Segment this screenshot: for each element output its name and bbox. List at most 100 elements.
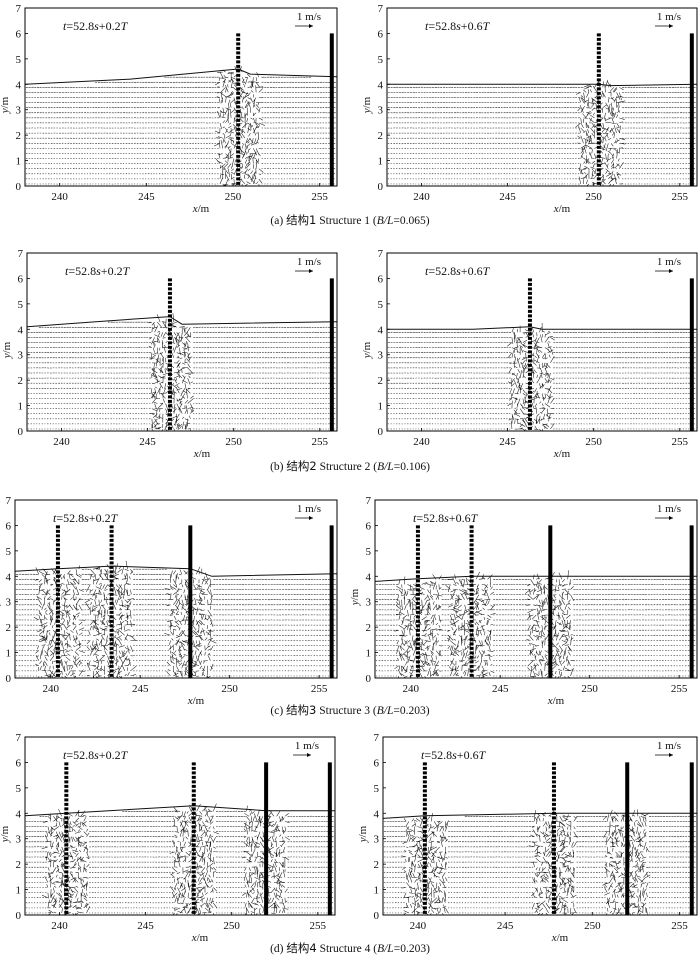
y-tick-label: 5	[16, 783, 22, 795]
x-axis-label: x/m	[191, 932, 209, 944]
free-surface-line	[387, 326, 697, 330]
x-tick-label: 250	[585, 436, 602, 448]
y-tick-label: 0	[6, 673, 12, 685]
y-tick-label: 1	[366, 648, 372, 660]
x-tick-label: 250	[223, 920, 240, 932]
panel-caption: (c) 结构3 Structure 3 (B/L=0.203)	[270, 703, 429, 717]
x-tick-label: 255	[671, 683, 688, 695]
scale-arrow-head	[309, 516, 313, 520]
x-tick-label: 255	[311, 683, 328, 695]
y-tick-label: 6	[366, 520, 372, 532]
y-tick-label: 4	[374, 808, 380, 820]
velocity-field	[25, 803, 335, 915]
x-tick-label: 240	[53, 436, 70, 448]
y-tick-label: 2	[16, 130, 22, 142]
y-tick-label: 1	[6, 648, 12, 660]
x-tick-label: 240	[43, 683, 60, 695]
y-tick-label: 5	[374, 783, 380, 795]
plot-frame	[382, 736, 698, 916]
x-tick-label: 250	[225, 191, 242, 203]
y-tick-label: 2	[378, 130, 384, 142]
velocity-field	[27, 312, 337, 431]
y-axis-label: y/m	[361, 341, 373, 359]
plot-frame	[374, 499, 698, 679]
x-tick-label: 245	[139, 436, 156, 448]
x-tick-label: 240	[413, 436, 430, 448]
velocity-field	[387, 322, 697, 431]
chart-panel-2: 0 1 2 3 4 5 6 7 240 245 250 255 x/m y/m t=52.8s+0.6T 1 …	[361, 3, 698, 215]
y-tick-label: 5	[6, 546, 12, 558]
x-tick-label: 245	[138, 191, 155, 203]
panel-caption: (d) 结构4 Structure 4 (B/L=0.203)	[270, 941, 430, 955]
y-tick-label: 2	[366, 622, 372, 634]
x-tick-label: 240	[410, 920, 427, 932]
plot-frame	[24, 736, 336, 916]
free-surface-line	[25, 805, 335, 817]
scale-arrow-head	[669, 269, 673, 273]
time-label: t=52.8s+0.6T	[413, 511, 479, 525]
free-surface-line	[25, 68, 337, 85]
y-tick-label: 0	[374, 910, 380, 922]
chart-panel-6: 0 1 2 3 4 5 6 7 240 245 250 255 x/m y/m t=52.8s+0.6T 1 …	[349, 495, 698, 707]
y-tick-label: 4	[378, 79, 384, 91]
y-tick-label: 6	[16, 757, 22, 769]
y-tick-label: 0	[16, 181, 22, 193]
y-tick-label: 7	[6, 495, 12, 507]
scale-arrow-head	[669, 516, 673, 520]
x-tick-label: 250	[581, 683, 598, 695]
y-tick-label: 3	[18, 350, 24, 362]
y-axis-label: y/m	[361, 96, 373, 114]
x-tick-label: 255	[311, 191, 328, 203]
scale-arrow-head	[307, 753, 311, 757]
x-axis-label: x/m	[192, 203, 210, 215]
y-tick-label: 5	[18, 299, 24, 311]
y-tick-label: 6	[378, 28, 384, 40]
free-surface-line	[375, 575, 697, 582]
y-tick-label: 7	[366, 495, 372, 507]
plot-frame	[386, 7, 698, 187]
x-tick-label: 255	[312, 436, 329, 448]
y-tick-label: 7	[16, 3, 22, 15]
x-tick-label: 245	[497, 920, 514, 932]
scale-arrow-head	[669, 24, 673, 28]
y-tick-label: 2	[18, 375, 24, 387]
y-tick-label: 4	[6, 571, 12, 583]
free-surface-line	[27, 316, 337, 328]
y-tick-label: 5	[366, 546, 372, 558]
scale-label: 1 m/s	[295, 740, 319, 752]
velocity-field	[25, 66, 337, 186]
x-axis-label: x/m	[547, 695, 565, 707]
y-axis-label: y/m	[0, 825, 11, 843]
time-label: t=52.8s+0.2T	[63, 748, 129, 762]
scale-arrow-head	[309, 269, 313, 273]
y-tick-label: 4	[378, 324, 384, 336]
x-tick-label: 245	[137, 920, 154, 932]
y-tick-label: 1	[16, 156, 22, 168]
chart-panel-5: 0 1 2 3 4 5 6 7 240 245 250 255 x/m y/m t=52.8s+0.2T 1 …	[0, 495, 338, 707]
scale-arrow-head	[669, 753, 673, 757]
x-tick-label: 240	[413, 191, 430, 203]
free-surface-line	[15, 565, 337, 577]
y-tick-label: 2	[16, 859, 22, 871]
panel-caption: (a) 结构1 Structure 1 (B/L=0.065)	[270, 213, 429, 227]
x-tick-label: 245	[132, 683, 149, 695]
y-tick-label: 6	[16, 28, 22, 40]
y-tick-label: 0	[366, 673, 372, 685]
y-tick-label: 3	[16, 105, 22, 117]
y-tick-label: 7	[378, 3, 384, 15]
y-tick-label: 5	[378, 299, 384, 311]
x-tick-label: 250	[584, 920, 601, 932]
x-tick-label: 255	[672, 191, 689, 203]
y-tick-label: 1	[18, 401, 24, 413]
x-tick-label: 240	[51, 920, 68, 932]
y-axis-label: y/m	[349, 588, 361, 606]
plot-frame	[26, 252, 338, 432]
time-label: t=52.8s+0.2T	[53, 511, 119, 525]
y-tick-label: 5	[16, 54, 22, 66]
x-axis-label: x/m	[193, 448, 211, 460]
chart-panel-8: 0 1 2 3 4 5 6 7 240 245 250 255 x/m y/m t=52.8s+0.6T 1 …	[357, 732, 698, 944]
velocity-field	[383, 809, 697, 915]
x-tick-label: 240	[51, 191, 68, 203]
